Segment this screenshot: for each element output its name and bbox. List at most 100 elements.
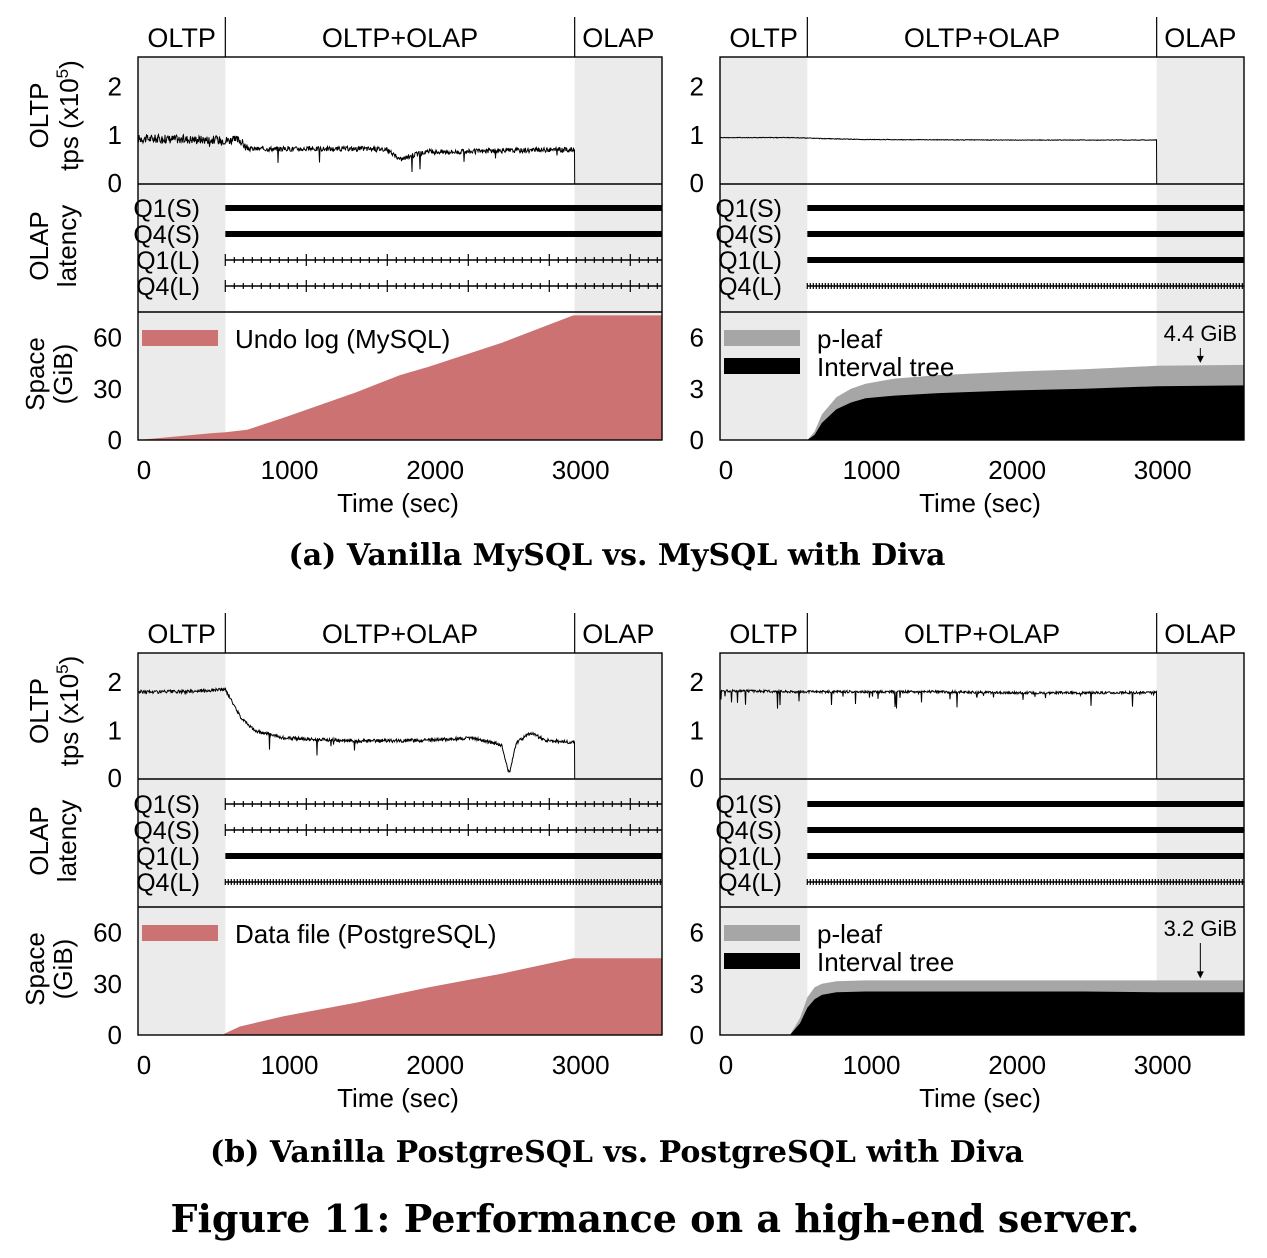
panels-layer: OLTP OLTP+OLAP OLAP012Q1(S)Q4(S)Q1(L)Q4(L)… xyxy=(20,17,1245,1113)
x-tick-label: 2000 xyxy=(406,1050,464,1080)
space-annotation: 4.4 GiB xyxy=(1164,321,1237,346)
olap-query-ticks xyxy=(806,283,1243,289)
oltp-ytick-label: 1 xyxy=(690,716,704,746)
panel-frame xyxy=(719,652,1245,1036)
unit-base: tps (x10 xyxy=(54,78,84,171)
legend-swatch xyxy=(724,953,800,969)
unit-base: tps (x10 xyxy=(54,674,84,767)
x-axis-label: Time (sec) xyxy=(337,488,459,518)
oltp-ytick-label: 1 xyxy=(690,120,704,150)
phase-label: OLTP+OLAP xyxy=(904,23,1060,53)
olap-query-label: Q1(L) xyxy=(136,247,200,275)
space-ytick-label: 30 xyxy=(93,374,122,404)
oltp-ytick-label: 2 xyxy=(108,667,122,697)
space-ytick-label: 0 xyxy=(690,425,704,455)
space-y-axis-label: Space xyxy=(20,932,50,1006)
oltp-y-axis-unit: tps (x105) xyxy=(53,60,84,171)
oltp-throughput-line xyxy=(719,136,1158,185)
space-y-axis-unit: (GiB) xyxy=(48,939,78,1000)
legend-label: Interval tree xyxy=(817,352,954,382)
oltp-ytick-label: 0 xyxy=(108,168,122,198)
space-ytick-label: 6 xyxy=(690,323,704,353)
space-ytick-label: 0 xyxy=(108,1020,122,1050)
space-ytick-label: 3 xyxy=(690,969,704,999)
legend-swatch xyxy=(142,925,218,941)
oltp-throughput-line xyxy=(719,688,1158,780)
space-ytick-label: 60 xyxy=(93,323,122,353)
phase-label: OLAP xyxy=(582,23,654,53)
oltp-ytick-label: 0 xyxy=(108,763,122,793)
phase-label: OLAP xyxy=(1164,619,1236,649)
x-tick-label: 3000 xyxy=(552,1050,610,1080)
olap-query-label: Q1(S) xyxy=(133,791,200,819)
olap-query-label: Q1(L) xyxy=(136,843,200,871)
x-tick-label: 0 xyxy=(719,455,733,485)
x-axis-label: Time (sec) xyxy=(919,1083,1041,1113)
phase-label: OLTP+OLAP xyxy=(322,23,478,53)
space-ytick-label: 60 xyxy=(93,918,122,948)
space-ytick-label: 0 xyxy=(108,425,122,455)
space-ytick-label: 30 xyxy=(93,969,122,999)
olap-query-ticks xyxy=(224,824,658,836)
unit-close: ) xyxy=(54,60,84,69)
unit-exponent: 5 xyxy=(53,664,72,673)
space-area-series xyxy=(138,315,662,440)
olap-y-axis-label: OLAP xyxy=(24,806,54,875)
space-ytick-label: 0 xyxy=(690,1020,704,1050)
olap-query-ticks xyxy=(806,879,1243,885)
x-axis-label: Time (sec) xyxy=(337,1083,459,1113)
legend-swatch xyxy=(724,358,800,374)
annotation-arrow-head xyxy=(1196,355,1204,363)
x-tick-label: 3000 xyxy=(552,455,610,485)
oltp-y-axis-label: OLTP xyxy=(24,678,54,744)
legend-label: Undo log (MySQL) xyxy=(235,324,450,354)
x-tick-label: 0 xyxy=(137,455,151,485)
olap-query-ticks xyxy=(224,798,658,810)
x-tick-label: 1000 xyxy=(261,455,319,485)
oltp-ytick-label: 1 xyxy=(108,120,122,150)
annotation-arrow-head xyxy=(1196,971,1204,979)
olap-y-axis-label-2: latency xyxy=(52,800,82,882)
phase-label: OLTP+OLAP xyxy=(904,619,1060,649)
olap-query-label: Q4(L) xyxy=(718,869,782,897)
phase-label: OLTP xyxy=(147,619,216,649)
olap-query-label: Q4(L) xyxy=(718,273,782,301)
olap-query-ticks xyxy=(224,280,658,292)
space-area-series xyxy=(720,385,1244,440)
phase-label: OLTP xyxy=(147,23,216,53)
x-tick-label: 1000 xyxy=(261,1050,319,1080)
olap-query-label: Q1(S) xyxy=(133,195,200,223)
panel-frame xyxy=(719,56,1245,441)
olap-query-label: Q4(S) xyxy=(715,817,782,845)
oltp-ytick-label: 0 xyxy=(690,763,704,793)
x-tick-label: 0 xyxy=(719,1050,733,1080)
x-tick-label: 3000 xyxy=(1134,1050,1192,1080)
panel-frame xyxy=(137,56,663,441)
olap-y-axis-label: OLAP xyxy=(24,211,54,280)
phase-label: OLTP+OLAP xyxy=(322,619,478,649)
x-tick-label: 3000 xyxy=(1134,455,1192,485)
panel-a-right: OLTP OLTP+OLAP OLAP 0 1 2 Q1(S)Q4(S)Q1(L)Q4(L)… xyxy=(690,17,1245,518)
space-area-series xyxy=(138,958,662,1035)
oltp-throughput-line xyxy=(137,132,576,185)
shade-oltp-region xyxy=(720,653,808,1035)
panel-b-left: OLTP OLTP+OLAP OLAP 0 1 2 Q1(S)Q4(S)Q1(L)Q4(L)… xyxy=(20,613,663,1113)
phase-label: OLTP xyxy=(729,23,798,53)
x-tick-label: 0 xyxy=(137,1050,151,1080)
legend-swatch xyxy=(142,330,218,346)
olap-query-label: Q4(L) xyxy=(136,273,200,301)
oltp-throughput-line xyxy=(137,686,576,780)
unit-close: ) xyxy=(54,656,84,665)
x-tick-label: 2000 xyxy=(988,455,1046,485)
legend-swatch xyxy=(724,330,800,346)
shade-oltp-region xyxy=(138,653,226,1035)
legend-label: Interval tree xyxy=(817,947,954,977)
olap-query-label: Q4(L) xyxy=(136,869,200,897)
phase-label: OLAP xyxy=(1164,23,1236,53)
caption-b: (b) Vanilla PostgreSQL vs. PostgreSQL wi… xyxy=(210,1135,1024,1170)
olap-query-label: Q4(S) xyxy=(133,817,200,845)
oltp-y-axis-label: OLTP xyxy=(24,83,54,149)
x-tick-label: 1000 xyxy=(843,455,901,485)
space-y-axis-label: Space xyxy=(20,337,50,411)
